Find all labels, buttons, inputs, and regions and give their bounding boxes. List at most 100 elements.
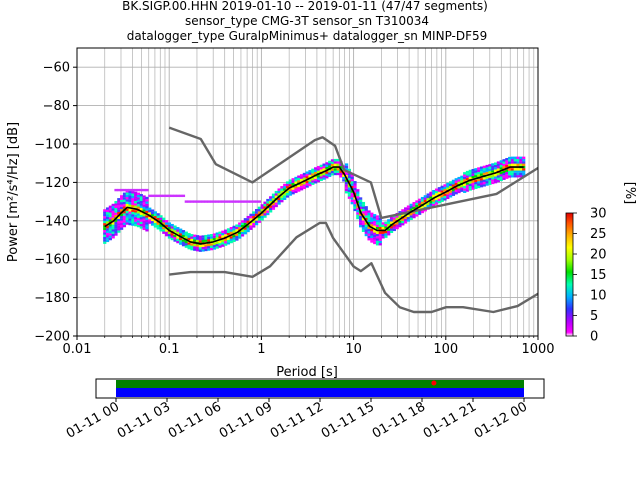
- density-cell: [117, 188, 121, 192]
- density-cell: [415, 200, 419, 203]
- density-cell: [409, 203, 413, 207]
- density-cell: [269, 205, 273, 208]
- density-cell: [381, 224, 385, 227]
- density-cell: [125, 188, 129, 192]
- density-cell: [187, 242, 191, 245]
- density-cell: [347, 196, 351, 199]
- density-cell: [330, 159, 335, 162]
- density-cell: [508, 159, 512, 162]
- density-cell: [502, 161, 506, 164]
- density-cell: [212, 238, 217, 241]
- density-cell: [150, 223, 155, 226]
- density-cell: [117, 218, 121, 222]
- density-cell: [271, 195, 276, 199]
- density-cell: [148, 221, 152, 224]
- density-cell: [238, 236, 242, 239]
- density-cell: [254, 211, 259, 214]
- density-cell: [111, 236, 115, 239]
- density-cell: [384, 233, 388, 236]
- density-cell: [212, 242, 217, 246]
- density-cell: [477, 169, 481, 173]
- density-cell: [280, 195, 284, 198]
- density-cell: [395, 217, 399, 220]
- density-cell: [224, 231, 228, 235]
- density-cell: [260, 204, 264, 207]
- density-cell: [522, 172, 526, 176]
- density-cell: [496, 166, 501, 169]
- density-cell: [505, 169, 509, 172]
- availability-tick-label: 01-12 00: [472, 399, 530, 441]
- density-cell: [415, 211, 419, 215]
- density-cell: [344, 191, 349, 194]
- density-cell: [198, 237, 202, 241]
- density-cell: [224, 200, 228, 203]
- availability-segment-blue: [116, 388, 524, 397]
- density-cell: [108, 219, 112, 222]
- density-cell: [252, 200, 256, 203]
- density-cell: [367, 219, 371, 222]
- density-cell: [263, 206, 267, 209]
- density-cell: [136, 224, 141, 228]
- density-cell: [150, 218, 155, 222]
- density-cell: [260, 213, 264, 216]
- density-cell: [156, 194, 160, 198]
- density-cell: [477, 185, 481, 189]
- density-cell: [316, 175, 321, 178]
- density-cell: [409, 215, 413, 218]
- density-cell: [240, 224, 245, 228]
- density-cell: [179, 194, 183, 198]
- density-cell: [485, 181, 489, 184]
- density-cell: [238, 231, 242, 235]
- density-cell: [114, 230, 118, 234]
- density-cell: [122, 211, 127, 214]
- density-cell: [117, 225, 121, 229]
- density-cell: [283, 186, 287, 189]
- density-cell: [150, 194, 155, 198]
- density-cell: [378, 240, 382, 244]
- density-cell: [167, 222, 172, 225]
- density-cell: [117, 223, 121, 226]
- density-cell: [499, 164, 503, 168]
- density-cell: [134, 191, 138, 195]
- density-cell: [252, 215, 256, 219]
- density-cell: [404, 207, 408, 210]
- density-cell: [266, 201, 270, 204]
- density-cell: [271, 198, 276, 201]
- density-cell: [344, 163, 349, 166]
- density-cell: [195, 239, 200, 243]
- density-cell: [218, 231, 222, 234]
- density-cell: [415, 204, 419, 208]
- density-cell: [314, 181, 318, 184]
- density-cell: [370, 219, 374, 222]
- mode-curve: [104, 166, 524, 245]
- density-cell: [108, 237, 112, 241]
- density-cell: [395, 224, 399, 227]
- density-cell: [516, 172, 520, 176]
- density-cell: [519, 168, 523, 171]
- density-cell: [463, 179, 467, 182]
- density-cell: [319, 167, 323, 170]
- density-cell: [257, 200, 262, 203]
- density-cell: [240, 234, 245, 237]
- density-cell: [510, 163, 515, 166]
- density-cell: [364, 226, 368, 230]
- density-cell: [347, 184, 351, 188]
- density-cell: [316, 170, 321, 173]
- density-cell: [488, 166, 492, 169]
- density-cell: [499, 160, 503, 163]
- density-cell: [136, 206, 141, 209]
- density-cell: [120, 220, 124, 223]
- density-cell: [252, 213, 256, 217]
- density-cell: [499, 167, 503, 170]
- density-cell: [328, 174, 332, 177]
- density-cell: [465, 187, 470, 190]
- density-cell: [162, 222, 166, 225]
- density-cell: [285, 190, 290, 194]
- availability-tick-label: 01-11 18: [370, 399, 428, 441]
- density-cell: [249, 218, 253, 221]
- density-cell: [496, 161, 501, 164]
- density-cell: [361, 222, 366, 226]
- density-cell: [131, 195, 135, 199]
- density-cell: [134, 200, 138, 204]
- density-cell: [370, 240, 374, 243]
